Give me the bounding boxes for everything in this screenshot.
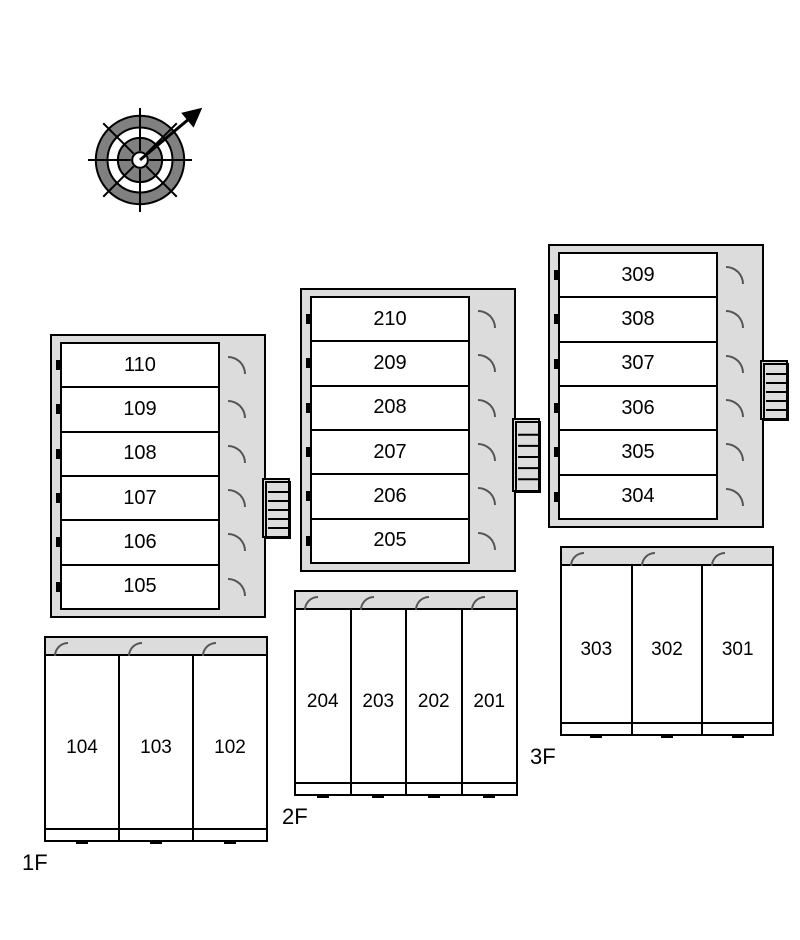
unit-203: 203 bbox=[352, 610, 408, 794]
floor-label: 1F bbox=[22, 850, 48, 876]
unit-103: 103 bbox=[120, 656, 194, 840]
top-wing: 309308307306305304 bbox=[548, 244, 764, 528]
stair-icon bbox=[262, 478, 290, 538]
bottom-wing: 303302301 bbox=[560, 546, 774, 736]
unit-302: 302 bbox=[633, 566, 704, 734]
stair-icon bbox=[512, 418, 540, 492]
unit-210: 210 bbox=[312, 298, 468, 342]
unit-307: 307 bbox=[560, 343, 716, 387]
top-wing: 110109108107106105 bbox=[50, 334, 266, 618]
bottom-wing: 204203202201 bbox=[294, 590, 518, 796]
unit-109: 109 bbox=[62, 388, 218, 432]
stair-icon bbox=[760, 360, 788, 420]
unit-105: 105 bbox=[62, 566, 218, 608]
unit-208: 208 bbox=[312, 387, 468, 431]
unit-107: 107 bbox=[62, 477, 218, 521]
unit-110: 110 bbox=[62, 344, 218, 388]
unit-202: 202 bbox=[407, 610, 463, 794]
unit-207: 207 bbox=[312, 431, 468, 475]
unit-104: 104 bbox=[46, 656, 120, 840]
top-wing: 210209208207206205 bbox=[300, 288, 516, 572]
unit-301: 301 bbox=[703, 566, 772, 734]
unit-106: 106 bbox=[62, 521, 218, 565]
compass: N bbox=[75, 95, 205, 225]
unit-306: 306 bbox=[560, 387, 716, 431]
unit-102: 102 bbox=[194, 656, 266, 840]
unit-308: 308 bbox=[560, 298, 716, 342]
floorplan-stage: N 110109108107106105 1041031021F21020920… bbox=[0, 0, 800, 940]
unit-309: 309 bbox=[560, 254, 716, 298]
unit-305: 305 bbox=[560, 431, 716, 475]
unit-108: 108 bbox=[62, 433, 218, 477]
bottom-wing: 104103102 bbox=[44, 636, 268, 842]
floor-label: 2F bbox=[282, 804, 308, 830]
unit-304: 304 bbox=[560, 476, 716, 518]
unit-206: 206 bbox=[312, 475, 468, 519]
unit-209: 209 bbox=[312, 342, 468, 386]
unit-204: 204 bbox=[296, 610, 352, 794]
unit-303: 303 bbox=[562, 566, 633, 734]
unit-201: 201 bbox=[463, 610, 517, 794]
unit-205: 205 bbox=[312, 520, 468, 562]
floor-label: 3F bbox=[530, 744, 556, 770]
